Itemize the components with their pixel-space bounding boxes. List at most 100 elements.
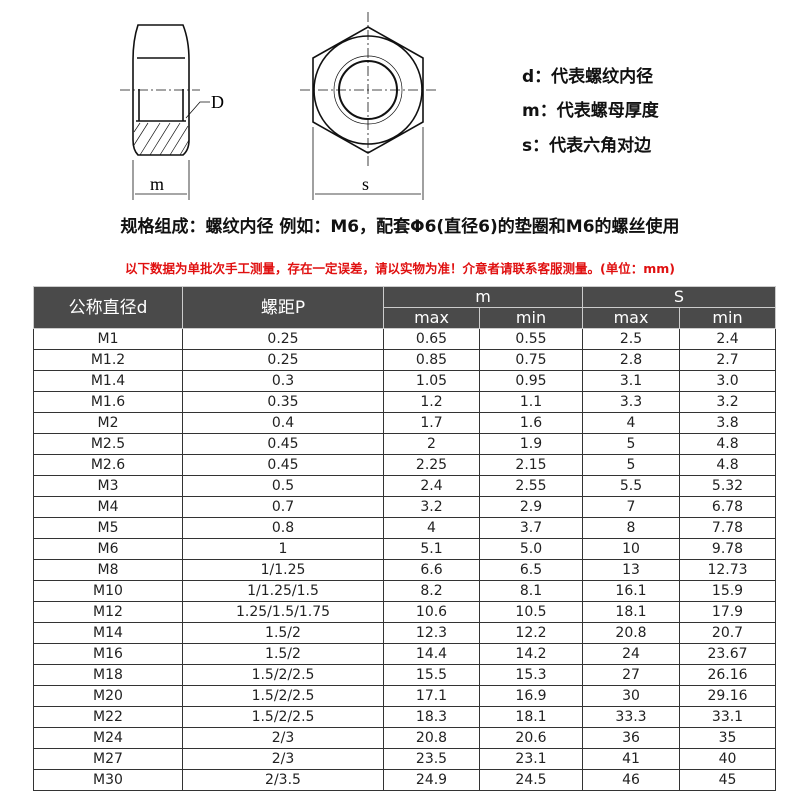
- cell-s-min: 40: [679, 748, 776, 770]
- cell-s-min: 7.78: [679, 517, 776, 539]
- cell-m-min: 10.5: [479, 601, 583, 623]
- cell-m-max: 20.8: [383, 727, 480, 749]
- cell-d: M24: [33, 727, 183, 749]
- header-pitch: 螺距P: [182, 286, 384, 329]
- cell-pitch: 1.5/2/2.5: [182, 706, 384, 728]
- cell-s-min: 29.16: [679, 685, 776, 707]
- table-row: M18 1.5/2/2.5 15.5 15.3 27 26.16: [33, 664, 776, 686]
- table-row: M8 1/1.25 6.6 6.5 13 12.73: [33, 559, 776, 581]
- cell-pitch: 1.5/2/2.5: [182, 664, 384, 686]
- table-row: M2.5 0.45 2 1.9 5 4.8: [33, 433, 776, 455]
- cell-s-max: 5: [582, 433, 680, 455]
- cell-s-max: 18.1: [582, 601, 680, 623]
- cell-m-min: 24.5: [479, 769, 583, 791]
- cell-s-max: 2.8: [582, 349, 680, 371]
- table-row: M1 0.25 0.65 0.55 2.5 2.4: [33, 328, 776, 350]
- cell-s-min: 33.1: [679, 706, 776, 728]
- cell-m-min: 3.7: [479, 517, 583, 539]
- cell-m-max: 5.1: [383, 538, 480, 560]
- table-row: M20 1.5/2/2.5 17.1 16.9 30 29.16: [33, 685, 776, 707]
- cell-d: M3: [33, 475, 183, 497]
- cell-pitch: 0.4: [182, 412, 384, 434]
- cell-d: M8: [33, 559, 183, 581]
- cell-d: M2.6: [33, 454, 183, 476]
- table-row: M16 1.5/2 14.4 14.2 24 23.67: [33, 643, 776, 665]
- table-row: M1.6 0.35 1.2 1.1 3.3 3.2: [33, 391, 776, 413]
- cell-pitch: 0.35: [182, 391, 384, 413]
- cell-m-max: 24.9: [383, 769, 480, 791]
- table-row: M27 2/3 23.5 23.1 41 40: [33, 748, 776, 770]
- cell-s-max: 46: [582, 769, 680, 791]
- cell-m-min: 14.2: [479, 643, 583, 665]
- cell-s-max: 13: [582, 559, 680, 581]
- cell-d: M30: [33, 769, 183, 791]
- table-row: M3 0.5 2.4 2.55 5.5 5.32: [33, 475, 776, 497]
- header-m: m: [383, 286, 583, 308]
- cell-m-min: 15.3: [479, 664, 583, 686]
- cell-m-min: 2.15: [479, 454, 583, 476]
- cell-d: M1.2: [33, 349, 183, 371]
- cell-s-max: 2.5: [582, 328, 680, 350]
- cell-m-min: 8.1: [479, 580, 583, 602]
- cell-s-min: 45: [679, 769, 776, 791]
- cell-s-min: 5.32: [679, 475, 776, 497]
- cell-m-min: 12.2: [479, 622, 583, 644]
- nut-side-view: [120, 24, 210, 200]
- cell-s-max: 5: [582, 454, 680, 476]
- cell-d: M16: [33, 643, 183, 665]
- cell-m-max: 0.65: [383, 328, 480, 350]
- table-row: M1.4 0.3 1.05 0.95 3.1 3.0: [33, 370, 776, 392]
- spec-table: 公称直径d 螺距P m S max min max min M1 0.25 0.65…: [33, 286, 776, 791]
- cell-d: M22: [33, 706, 183, 728]
- cell-d: M18: [33, 664, 183, 686]
- table-row: M1.2 0.25 0.85 0.75 2.8 2.7: [33, 349, 776, 371]
- cell-m-min: 1.1: [479, 391, 583, 413]
- cell-s-min: 3.2: [679, 391, 776, 413]
- cell-m-max: 8.2: [383, 580, 480, 602]
- cell-m-min: 23.1: [479, 748, 583, 770]
- cell-m-max: 1.2: [383, 391, 480, 413]
- label-m: m: [150, 174, 164, 194]
- nut-top-view: [300, 12, 436, 200]
- cell-m-max: 17.1: [383, 685, 480, 707]
- cell-pitch: 0.45: [182, 454, 384, 476]
- cell-pitch: 2/3: [182, 748, 384, 770]
- cell-s-min: 6.78: [679, 496, 776, 518]
- cell-m-min: 1.9: [479, 433, 583, 455]
- cell-m-max: 14.4: [383, 643, 480, 665]
- cell-s-min: 4.8: [679, 433, 776, 455]
- cell-m-min: 18.1: [479, 706, 583, 728]
- cell-s-max: 41: [582, 748, 680, 770]
- header-s: S: [582, 286, 776, 308]
- cell-m-max: 4: [383, 517, 480, 539]
- cell-s-min: 35: [679, 727, 776, 749]
- cell-pitch: 2/3: [182, 727, 384, 749]
- cell-s-max: 16.1: [582, 580, 680, 602]
- cell-s-max: 3.3: [582, 391, 680, 413]
- cell-m-max: 10.6: [383, 601, 480, 623]
- cell-s-max: 20.8: [582, 622, 680, 644]
- legend-m: m：代表螺母厚度: [522, 101, 659, 121]
- cell-s-min: 2.7: [679, 349, 776, 371]
- legend-s: s：代表六角对边: [522, 136, 652, 156]
- cell-s-max: 27: [582, 664, 680, 686]
- table-row: M4 0.7 3.2 2.9 7 6.78: [33, 496, 776, 518]
- cell-s-min: 2.4: [679, 328, 776, 350]
- cell-s-min: 3.8: [679, 412, 776, 434]
- cell-m-max: 1.05: [383, 370, 480, 392]
- cell-s-max: 24: [582, 643, 680, 665]
- cell-m-min: 2.9: [479, 496, 583, 518]
- cell-pitch: 1: [182, 538, 384, 560]
- header-nominal-diameter: 公称直径d: [33, 286, 183, 329]
- cell-pitch: 1.25/1.5/1.75: [182, 601, 384, 623]
- cell-m-max: 2.25: [383, 454, 480, 476]
- cell-s-max: 36: [582, 727, 680, 749]
- cell-s-max: 4: [582, 412, 680, 434]
- cell-s-min: 9.78: [679, 538, 776, 560]
- cell-m-max: 15.5: [383, 664, 480, 686]
- cell-m-min: 5.0: [479, 538, 583, 560]
- cell-m-max: 3.2: [383, 496, 480, 518]
- spec-description: 规格组成：螺纹内径 例如：M6，配套Φ6(直径6)的垫圈和M6的螺丝使用: [120, 217, 680, 237]
- table-row: M10 1/1.25/1.5 8.2 8.1 16.1 15.9: [33, 580, 776, 602]
- cell-pitch: 1/1.25/1.5: [182, 580, 384, 602]
